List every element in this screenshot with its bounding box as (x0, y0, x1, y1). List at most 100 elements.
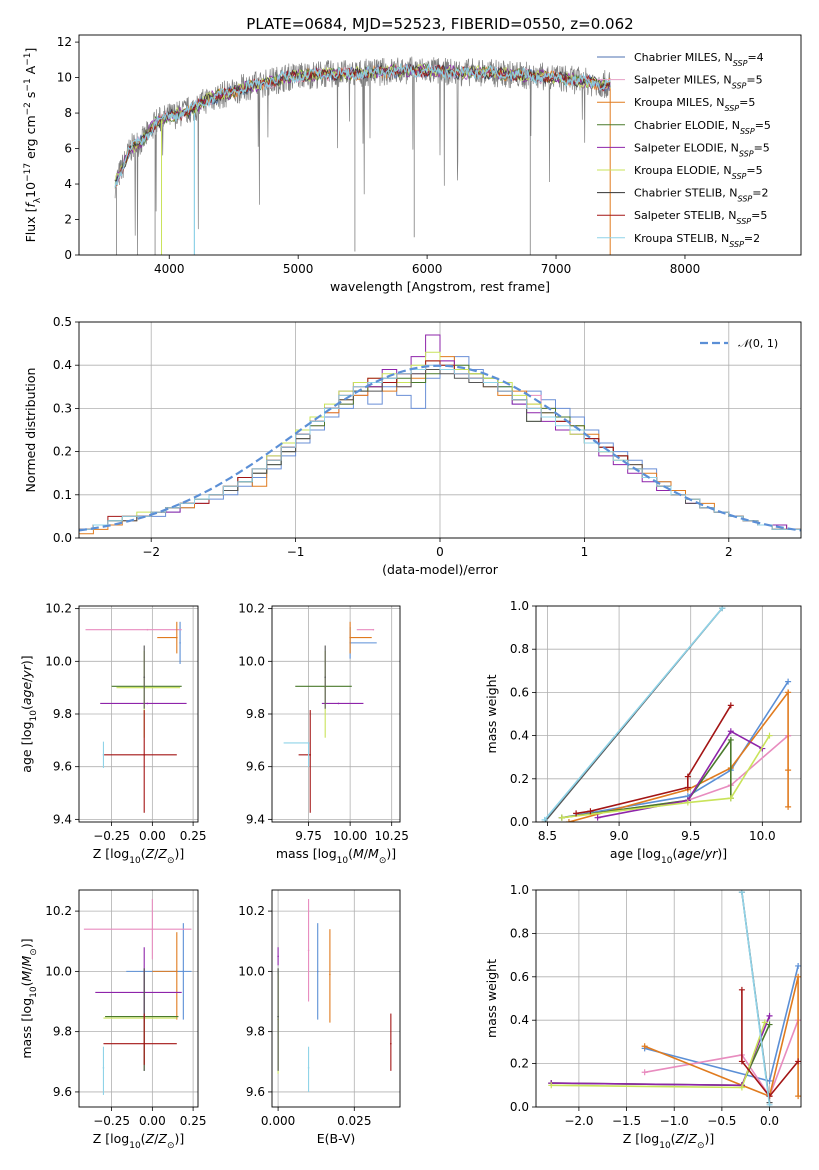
weight-vs-age-series-marker (785, 689, 792, 696)
weight-vs-Z-series-line (741, 989, 799, 1098)
z-axis-title: Z [log10(Z/Z⊙)] (93, 846, 185, 866)
spectrum-ytick-label: 2 (64, 213, 72, 227)
z-axis-title: Z [log10(Z/Z⊙)] (623, 1131, 715, 1151)
mass-vs-EBV-ytick-label: 9.8 (246, 1025, 265, 1039)
weight-vs-Z-series-marker (795, 973, 801, 980)
residuals-xtick-label: 2 (725, 545, 733, 559)
mass-vs-Z-xtick-label: 0.00 (139, 1114, 166, 1128)
spectrum-frame (78, 34, 802, 256)
mass-vs-EBV-ytick-label: 10.0 (238, 964, 265, 978)
weight-vs-age-ytick-label: 1.0 (510, 599, 529, 613)
spectrum-model-line (114, 63, 611, 188)
spectrum-legend-label: Salpeter STELIB, NSSP=5 (634, 209, 767, 226)
weight-vs-Z-plot-area (548, 890, 801, 1107)
spectrum-ytick-label: 10 (57, 71, 72, 85)
weight-vs-Z-panel: −2.0 −1.5 −1.0 −0.5 0.0 0.0 0.2 0.4 0.6 0.8 1.0 Z [… (484, 883, 802, 1151)
weight-vs-Z-series-marker (766, 1093, 773, 1100)
mass-vs-Z-ytick-label: 10.2 (45, 904, 72, 918)
weight-vs-age-series-marker (573, 810, 580, 817)
mass-vs-Z-point (143, 1042, 146, 1045)
age-vs-mass-xtick-label: 9.75 (295, 829, 322, 843)
age-vs-mass-point (309, 754, 312, 756)
spectrum-ytick-label: 12 (57, 35, 72, 49)
weight-vs-age-series-marker (594, 814, 601, 821)
weight-vs-age-series-marker (558, 814, 565, 821)
age-vs-Z-point (146, 702, 149, 705)
spectrum-ytick-label: 0 (64, 248, 72, 262)
weight-vs-Z-ytick-label: 0.0 (510, 1100, 529, 1114)
mass-vs-EBV-point (316, 970, 319, 973)
age-vs-Z-ytick-label: 10.0 (45, 654, 72, 668)
weight-vs-Z-series-marker (795, 962, 801, 969)
mass-vs-Z-ytick-label: 9.6 (53, 1085, 72, 1099)
spectrum-legend-label: Kroupa ELODIE, NSSP=5 (634, 164, 763, 181)
weight-vs-age-ytick-label: 0.0 (510, 815, 529, 829)
mass-vs-EBV-plot-area (277, 899, 392, 1092)
mass-vs-Z-point (176, 970, 178, 973)
age-vs-Z-panel: −0.25 0.00 0.25 9.4 9.6 9.8 10.0 10.2 Z [log10(Z… (19, 602, 206, 866)
weight-vs-age-series-marker (766, 732, 773, 739)
residuals-x-axis-title: (data-model)/error (382, 562, 499, 577)
weight-vs-Z-xtick-label: −1.0 (660, 1114, 689, 1128)
age-axis-title: age [log10(age/yr)] (610, 846, 727, 866)
spectrum-panel: 4000 5000 6000 7000 8000 0 2 4 6 8 10 12 Chabrier MI… (23, 34, 802, 294)
weight-vs-age-series-marker (684, 784, 691, 791)
weight-vs-age-series-marker (587, 808, 594, 815)
mass-vs-EBV-frame (271, 889, 401, 1108)
age-axis-title: age [log10(age/yr)] (19, 655, 39, 772)
weight-vs-Z-series-marker (766, 1012, 773, 1019)
weight-vs-Z-xtick-label: 0.0 (760, 1114, 779, 1128)
weight-vs-age-ytick-label: 0.8 (510, 642, 529, 656)
residuals-frame (78, 321, 802, 539)
spectrum-xtick-label: 8000 (670, 262, 701, 276)
weight-vs-Z-frame (535, 889, 802, 1108)
mass-vs-EBV-point (277, 1015, 279, 1018)
mass-vs-EBV-xtick-label: 0.025 (337, 1114, 371, 1128)
weight-vs-Z-ytick-label: 0.8 (510, 926, 529, 940)
weight-vs-age-y-axis-title: mass weight (484, 674, 499, 753)
weight-vs-Z-series-marker (761, 1019, 768, 1026)
age-vs-mass-ytick-label: 10.0 (238, 654, 265, 668)
spectrum-xtick-label: 4000 (154, 262, 185, 276)
age-vs-mass-panel: 9.75 10.00 10.25 9.4 9.6 9.8 10.0 10.2 mass [log… (238, 602, 409, 866)
age-vs-mass-point (307, 742, 310, 744)
mass-vs-Z-ytick-label: 9.8 (53, 1025, 72, 1039)
mass-vs-EBV-panel: 0.000 0.025 9.6 9.8 10.0 10.2 E(B-V) (238, 889, 401, 1146)
weight-vs-age-series-line (543, 607, 723, 821)
weight-vs-age-xtick-label: 10.0 (749, 829, 776, 843)
residuals-gaussian-curve (79, 364, 801, 532)
weight-vs-age-ytick-label: 0.4 (510, 729, 529, 743)
mass-vs-Z-plot-area (83, 899, 192, 1095)
weight-vs-Z-y-axis-title: mass weight (484, 959, 499, 1038)
spectrum-ytick-label: 4 (64, 177, 72, 191)
weight-vs-Z-series-line (644, 1019, 799, 1098)
ebv-axis-title: E(B-V) (317, 1131, 356, 1146)
age-vs-Z-ytick-label: 9.4 (53, 812, 72, 826)
weight-vs-Z-series-marker (738, 1084, 745, 1091)
weight-vs-age-xtick-label: 9.5 (681, 829, 700, 843)
age-vs-Z-xtick-label: 0.25 (180, 829, 207, 843)
residuals-xtick-label: −2 (142, 545, 160, 559)
spectrum-legend-label: Chabrier STELIB, NSSP=2 (634, 187, 768, 204)
weight-vs-Z-series-marker (641, 1043, 648, 1050)
age-vs-mass-point (372, 628, 375, 631)
age-vs-Z-point (176, 636, 178, 639)
age-vs-mass-point (349, 636, 351, 639)
mass-vs-Z-point (151, 928, 154, 930)
age-vs-Z-plot-area (85, 621, 187, 813)
mass-vs-EBV-ytick-label: 9.6 (246, 1085, 265, 1099)
residuals-xtick-label: −1 (287, 545, 305, 559)
age-vs-Z-point (102, 754, 105, 756)
residuals-xtick-label: 0 (436, 545, 444, 559)
mass-vs-EBV-point (307, 1067, 310, 1069)
mass-vs-Z-ytick-label: 10.0 (45, 964, 72, 978)
age-vs-Z-point (179, 642, 181, 644)
spectrum-ytick-label: 8 (64, 106, 72, 120)
weight-vs-Z-series-marker (641, 1069, 648, 1076)
mass-vs-EBV-ytick-label: 10.2 (238, 904, 265, 918)
weight-vs-Z-ytick-label: 0.2 (510, 1057, 529, 1071)
weight-vs-Z-series-marker (795, 1093, 801, 1100)
weight-vs-Z-xtick-label: −2.0 (564, 1114, 593, 1128)
